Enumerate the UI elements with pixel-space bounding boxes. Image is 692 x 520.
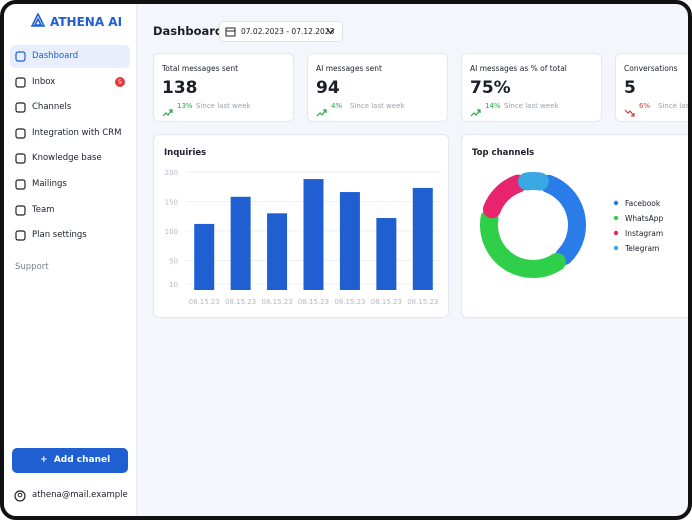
stat-note: Since last week: [350, 102, 405, 110]
nav-item[interactable]: Mailings: [10, 173, 130, 196]
y-tick-label: 100: [165, 228, 178, 236]
logo: [30, 13, 46, 27]
donut-segment: [539, 174, 586, 266]
nav-label: Team: [32, 204, 55, 215]
stat-change: 6%: [639, 102, 651, 110]
legend-label: WhatsApp: [625, 214, 664, 223]
nav-label: Dashboard: [32, 51, 79, 61]
support-heading: Support: [15, 262, 49, 272]
nav-label: Channels: [32, 102, 72, 113]
bar: [303, 179, 324, 290]
stat-value: 5: [624, 78, 636, 98]
trend-icon: [162, 102, 173, 121]
legend-dot: [613, 245, 619, 251]
legend-dot: [613, 200, 619, 206]
stat-note: Since last week: [658, 102, 692, 110]
nav-item[interactable]: Team: [10, 199, 130, 222]
nav-icon: [15, 153, 26, 164]
nav-icon: [15, 179, 26, 190]
nav-icon: [15, 76, 26, 88]
x-tick-label: 08.15.23: [371, 298, 402, 306]
trend-icon: [470, 102, 481, 121]
nav-item[interactable]: Dashboard: [10, 45, 130, 68]
donut-segment: [482, 174, 528, 219]
account-icon: [14, 490, 26, 502]
nav-badge: 5: [115, 76, 125, 87]
bar: [339, 192, 360, 290]
trend-icon: [624, 102, 635, 121]
legend-label: Facebook: [625, 199, 661, 208]
donut-segment: [480, 209, 566, 278]
chevron: [326, 28, 335, 34]
brand: ATHENA AI: [50, 15, 123, 29]
nav-icon: [15, 102, 26, 113]
date-range: 07.02.2023 - 07.12.2023: [241, 27, 335, 36]
bar: [267, 213, 288, 290]
stat-label: Conversations: [624, 64, 678, 73]
nav-item[interactable]: Integration with CRM: [10, 122, 130, 145]
date-picker[interactable]: 07.02.2023 - 07.12.2023: [219, 21, 343, 42]
nav-label: Inbox: [32, 76, 56, 87]
stat-note: Since last week: [196, 102, 251, 110]
x-tick-label: 08.15.23: [225, 298, 256, 306]
legend-label: Telegram: [624, 244, 659, 253]
charts: Inquiries 200 150 100 50 10 08.15.23 08.15.23 08…: [164, 148, 664, 306]
legend-dot: [613, 230, 619, 236]
y-tick-label: 50: [169, 258, 178, 266]
nav-item[interactable]: Knowledge base: [10, 147, 130, 170]
stat-value: 138: [162, 78, 198, 98]
x-tick-label: 08.15.23: [334, 298, 365, 306]
y-tick-label: 150: [165, 199, 178, 207]
nav-icon: [15, 204, 26, 216]
stat-card: Conversations 56% Since last week: [615, 53, 692, 122]
stat-label: AI messages as % of total: [470, 64, 567, 73]
account-email[interactable]: athena@mail.example: [32, 490, 128, 500]
x-tick-label: 08.15.23: [298, 298, 329, 306]
legend-dot: [613, 215, 619, 221]
button-label: Add chanel: [53, 455, 111, 465]
calendar-icon: [225, 27, 236, 37]
stat-card: AI messages sent 94 4% Since last week: [307, 53, 448, 122]
nav-icon: [15, 230, 26, 241]
nav-item[interactable]: Inbox 5: [10, 71, 130, 94]
stat-card: Total messages sent 138 13% Since last week: [153, 53, 294, 122]
nav-label: Integration with CRM: [32, 127, 122, 138]
stat-value: 75%: [470, 78, 511, 98]
stat-card: AI messages as % of total 75% 14% Since las…: [461, 53, 602, 122]
nav-label: Mailings: [32, 179, 67, 189]
nav-item[interactable]: Channels: [10, 96, 130, 119]
sidebar: ATHENA AI Dashboard Inbox 5 Channels Integra…: [4, 4, 137, 516]
nav-label: Plan settings: [32, 230, 87, 241]
bar: [376, 218, 397, 290]
stat-change: 13%: [177, 102, 193, 110]
nav-icon: [15, 51, 26, 62]
nav-label: Knowledge base: [32, 153, 102, 164]
stat-value: 94: [316, 78, 340, 98]
x-tick-label: 08.15.23: [261, 298, 292, 306]
trend-icon: [316, 102, 327, 121]
y-tick-label: 10: [169, 281, 178, 289]
legend-label: Instagram: [625, 229, 663, 238]
bar: [194, 223, 215, 290]
page-title: Dashboard: [153, 24, 224, 38]
stat-change: 4%: [331, 102, 343, 110]
stat-change: 14%: [485, 102, 501, 110]
stat-label: AI messages sent: [316, 64, 382, 73]
y-tick-label: 200: [165, 169, 178, 177]
x-tick-label: 08.15.23: [407, 298, 438, 306]
bar: [230, 196, 251, 290]
chart-title: Top channels: [472, 148, 534, 158]
stat-note: Since last week: [504, 102, 559, 110]
nav-item[interactable]: Plan settings: [10, 224, 130, 247]
chart-title: Inquiries: [164, 148, 206, 158]
bar: [412, 187, 433, 290]
x-tick-label: 08.15.23: [189, 298, 220, 306]
stat-label: Total messages sent: [162, 64, 239, 73]
donut-segment: [518, 172, 549, 191]
nav-icon: [15, 128, 26, 139]
add-channel-button[interactable]: + Add chanel: [12, 448, 128, 473]
